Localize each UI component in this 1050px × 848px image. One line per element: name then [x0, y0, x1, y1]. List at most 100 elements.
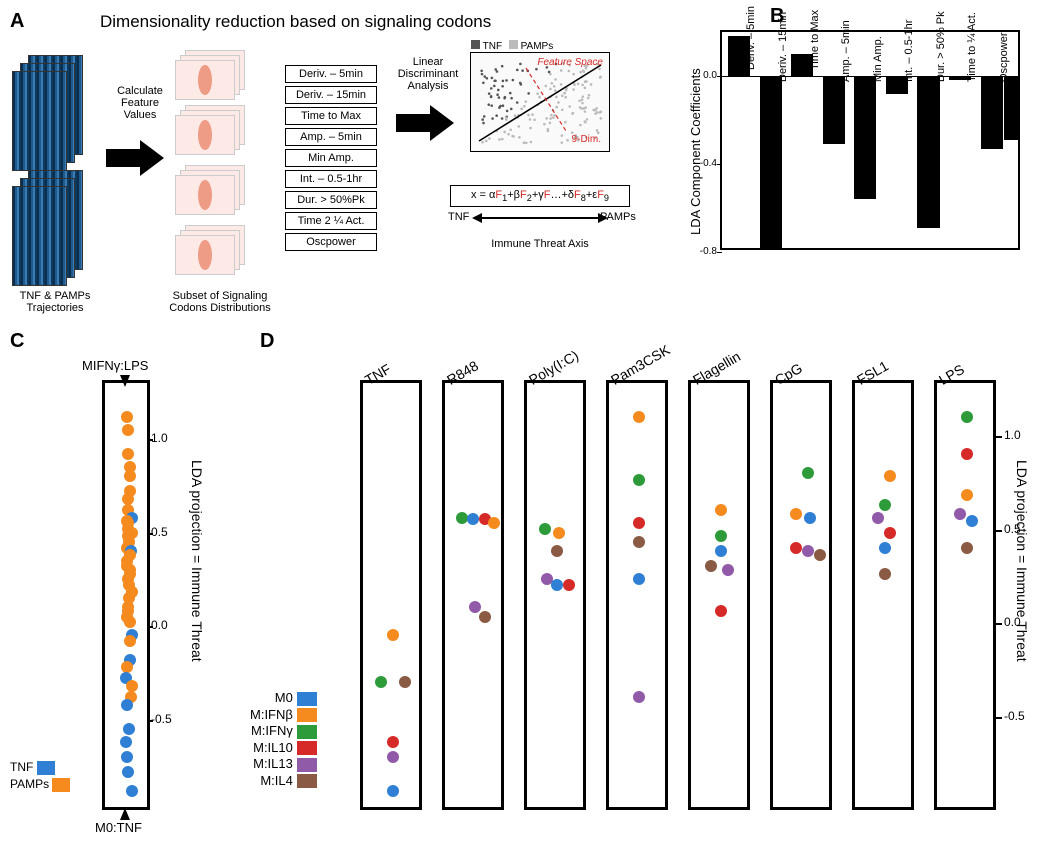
- data-point: [954, 508, 966, 520]
- strip: [934, 380, 996, 810]
- scatter-legend-tnf: TNF: [483, 41, 502, 52]
- data-point: [633, 573, 645, 585]
- data-point: [961, 448, 973, 460]
- feature-item: Oscpower: [285, 233, 377, 251]
- data-point: [121, 751, 133, 763]
- feature-item: Dur. > 50%Pk: [285, 191, 377, 209]
- legend-item: M:IL10: [250, 740, 317, 756]
- data-point: [551, 579, 563, 591]
- legend-item: PAMPs: [10, 777, 70, 792]
- panel-d-ylabel: LDA projection = Immune Threat: [1014, 460, 1030, 662]
- bar: [917, 76, 939, 228]
- top-arrow-label: MIFNγ:LPS: [82, 358, 148, 373]
- data-point: [387, 629, 399, 641]
- arrow-icon: [430, 105, 454, 141]
- data-point: [790, 508, 802, 520]
- data-point: [387, 751, 399, 763]
- data-point: [124, 635, 136, 647]
- data-point: [879, 542, 891, 554]
- strip-c: -0.50.00.51.0: [102, 380, 150, 810]
- legend-item: M:IFNβ: [250, 707, 317, 723]
- data-point: [633, 411, 645, 423]
- bar-label: Deriv. – 5min: [745, 6, 757, 70]
- step2-label: Linear Discriminant Analysis: [388, 56, 468, 92]
- strip: [524, 380, 586, 810]
- data-point: [961, 542, 973, 554]
- data-point: [121, 661, 133, 673]
- panel-a: A Dimensionality reduction based on sign…: [10, 10, 650, 310]
- bottom-arrow-label: M0:TNF: [95, 820, 142, 835]
- data-point: [120, 736, 132, 748]
- data-point: [966, 515, 978, 527]
- bar-label: Oscpower: [998, 32, 1010, 82]
- strip: [442, 380, 504, 810]
- feature-item: Time to Max: [285, 107, 377, 125]
- bar: [981, 76, 1003, 149]
- feature-item: Deriv. – 15min: [285, 86, 377, 104]
- double-arrow-icon: [480, 217, 600, 219]
- data-point: [804, 512, 816, 524]
- data-point: [961, 489, 973, 501]
- feature-item: Deriv. – 5min: [285, 65, 377, 83]
- data-point: [121, 411, 133, 423]
- panel-d: D TNFR848Poly(I:C)Pam3CSKFlagellinCpGFSL…: [260, 330, 1040, 830]
- bar-chart: -0.8-0.40.0Deriv. – 5minDeriv. – 15minTi…: [720, 30, 1020, 250]
- data-point: [122, 766, 134, 778]
- panel-d-label: D: [260, 330, 274, 353]
- data-point: [715, 605, 727, 617]
- data-point: [715, 530, 727, 542]
- data-point: [802, 545, 814, 557]
- data-point: [126, 785, 138, 797]
- step1-label: Calculate Feature Values: [105, 85, 175, 121]
- data-point: [884, 470, 896, 482]
- data-point: [705, 560, 717, 572]
- data-point: [122, 424, 134, 436]
- data-point: [802, 467, 814, 479]
- heatmap-label: TNF & PAMPs Trajectories: [10, 290, 100, 314]
- ninedim-label: 9-Dim.: [572, 134, 601, 145]
- data-point: [633, 517, 645, 529]
- figure-root: A Dimensionality reduction based on sign…: [10, 10, 1040, 838]
- arrow-icon: [140, 140, 164, 176]
- bar: [760, 76, 782, 248]
- panel-c: C MIFNγ:LPS -0.50.00.51.0 M0:TNF LDA pro…: [10, 330, 200, 830]
- scatter-plot: TNF PAMPs Feature Space 9-Dim.: [470, 52, 610, 152]
- feature-item: Min Amp.: [285, 149, 377, 167]
- legend-item: M:IFNγ: [250, 723, 317, 739]
- scatter-legend-pamps: PAMPs: [521, 41, 554, 52]
- data-point: [790, 542, 802, 554]
- feature-item: Int. – 0.5-1hr: [285, 170, 377, 188]
- data-point: [715, 545, 727, 557]
- bar-label: Time to ¼ Act.: [966, 12, 978, 82]
- panel-a-title: Dimensionality reduction based on signal…: [100, 12, 491, 32]
- arrow-up-icon: [120, 808, 130, 820]
- data-point: [722, 564, 734, 576]
- data-point: [123, 723, 135, 735]
- legend-c: TNF PAMPs: [10, 760, 70, 794]
- legend-item: TNF: [10, 760, 70, 775]
- data-point: [122, 448, 134, 460]
- legend-d: M0M:IFNβM:IFNγM:IL10M:IL13M:IL4: [250, 690, 317, 789]
- data-point: [563, 579, 575, 591]
- panel-a-label: A: [10, 10, 24, 33]
- data-point: [539, 523, 551, 535]
- legend-item: M:IL13: [250, 756, 317, 772]
- data-point: [814, 549, 826, 561]
- data-point: [488, 517, 500, 529]
- data-point: [121, 699, 133, 711]
- data-point: [122, 493, 134, 505]
- bar: [854, 76, 876, 199]
- panel-c-label: C: [10, 330, 24, 353]
- strip: [606, 380, 668, 810]
- data-point: [399, 676, 411, 688]
- legend-item: M0: [250, 690, 317, 706]
- immune-axis-label: Immune Threat Axis: [470, 238, 610, 250]
- bar-label: Int. – 0.5-1hr: [903, 20, 915, 82]
- bar-label: Amp. – 5min: [840, 20, 852, 82]
- panel-c-ylabel: LDA projection = Immune Threat: [189, 460, 205, 662]
- data-point: [633, 474, 645, 486]
- data-point: [126, 680, 138, 692]
- arrow-left-label: TNF: [448, 211, 469, 223]
- data-point: [387, 785, 399, 797]
- violin-label: Subset of Signaling Codons Distributions: [160, 290, 280, 314]
